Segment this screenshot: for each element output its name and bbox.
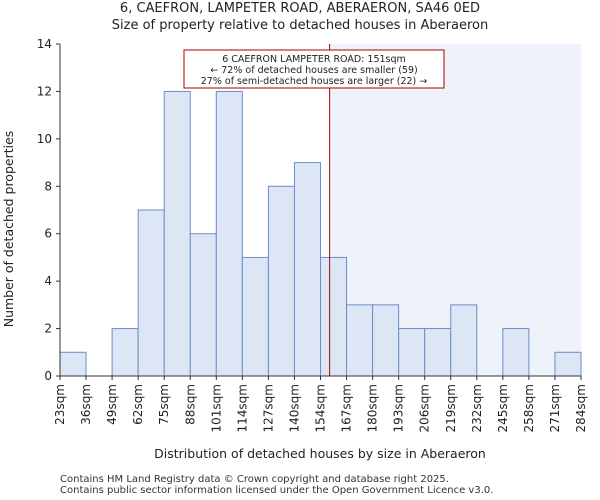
x-tick-label: 127sqm — [261, 384, 275, 432]
y-tick-label: 12 — [37, 84, 52, 98]
x-tick-label: 193sqm — [392, 384, 406, 432]
x-tick-label: 167sqm — [340, 384, 354, 432]
bar — [554, 351, 582, 377]
bar — [163, 90, 191, 377]
annotation-line-3: 27% of semi-detached houses are larger (… — [201, 76, 428, 87]
bar — [59, 351, 87, 377]
bar — [320, 256, 348, 377]
bar — [398, 328, 426, 377]
x-tick-label: 232sqm — [470, 384, 484, 432]
annotation-line-1: 6 CAEFRON LAMPETER ROAD: 151sqm — [222, 54, 406, 65]
x-tick-label: 284sqm — [574, 384, 588, 432]
x-tick-label: 206sqm — [418, 384, 432, 432]
bar — [267, 185, 295, 377]
x-tick-label: 62sqm — [131, 384, 145, 425]
x-tick-label: 36sqm — [79, 384, 93, 425]
chart-title: 6, CAEFRON, LAMPETER ROAD, ABERAERON, SA… — [119, 1, 481, 16]
x-tick-label: 114sqm — [235, 384, 249, 432]
x-tick-label: 245sqm — [496, 384, 510, 432]
bar — [111, 328, 139, 377]
x-tick-label: 219sqm — [444, 384, 458, 432]
x-tick-label: 88sqm — [183, 384, 197, 425]
y-axis-label: Number of detached properties — [1, 131, 16, 328]
bar — [502, 328, 530, 377]
x-axis-ticks: 23sqm 36sqm 49sqm 62sqm 75sqm 88sqm 101sqm 114s… — [53, 376, 588, 432]
bar — [137, 209, 165, 377]
footer-line-2: Contains public sector information licen… — [60, 485, 494, 496]
y-tick-label: 2 — [44, 322, 52, 336]
bar — [293, 162, 322, 377]
x-tick-label: 23sqm — [53, 384, 67, 425]
y-tick-label: 6 — [44, 227, 52, 241]
x-tick-label: 49sqm — [105, 384, 119, 425]
bar — [241, 256, 269, 377]
x-tick-label: 75sqm — [157, 384, 171, 425]
bar — [424, 328, 452, 377]
annotation-box: 6 CAEFRON LAMPETER ROAD: 151sqm ← 72% of… — [183, 49, 445, 89]
x-tick-label: 154sqm — [314, 384, 328, 432]
bar — [346, 304, 374, 377]
x-axis-label: Distribution of detached houses by size … — [154, 446, 486, 461]
y-tick-label: 14 — [37, 37, 52, 51]
bar — [372, 304, 400, 377]
x-tick-label: 101sqm — [209, 384, 223, 432]
y-tick-label: 10 — [37, 132, 52, 146]
annotation-line-2: ← 72% of detached houses are smaller (59… — [210, 65, 417, 76]
bars-group — [59, 90, 582, 377]
y-axis-ticks: 0 2 4 6 8 10 12 14 — [37, 37, 60, 383]
x-tick-label: 140sqm — [287, 384, 301, 432]
x-tick-label: 271sqm — [548, 384, 562, 432]
bar — [189, 233, 217, 377]
bar — [450, 304, 478, 377]
y-tick-label: 0 — [44, 369, 52, 383]
bar — [215, 90, 243, 377]
x-tick-label: 180sqm — [366, 384, 380, 432]
footer-line-1: Contains HM Land Registry data © Crown c… — [60, 474, 449, 485]
y-tick-label: 4 — [44, 274, 52, 288]
y-tick-label: 8 — [44, 179, 52, 193]
x-tick-label: 258sqm — [522, 384, 536, 432]
chart-subtitle: Size of property relative to detached ho… — [111, 18, 489, 33]
annotation-border — [183, 49, 445, 89]
